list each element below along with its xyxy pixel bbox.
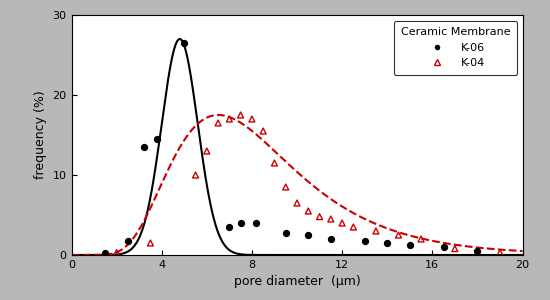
Point — [304, 232, 312, 237]
Point — [213, 121, 222, 125]
Point — [191, 172, 200, 177]
Y-axis label: frequency (%): frequency (%) — [34, 91, 47, 179]
Point — [304, 208, 312, 213]
Point — [417, 237, 426, 242]
Point — [405, 242, 414, 247]
Point — [282, 184, 290, 189]
Point — [372, 229, 381, 233]
Point — [496, 250, 504, 255]
Point — [349, 225, 358, 230]
Point — [153, 136, 162, 141]
Point — [112, 250, 121, 255]
Point — [236, 220, 245, 225]
Point — [338, 220, 346, 225]
Point — [146, 241, 155, 245]
Point — [236, 112, 245, 117]
Point — [293, 201, 301, 206]
Point — [270, 160, 279, 165]
Point — [180, 40, 189, 45]
Point — [248, 117, 256, 122]
Point — [473, 249, 482, 254]
Point — [225, 117, 234, 122]
Point — [282, 230, 290, 235]
Point — [259, 129, 268, 134]
Point — [326, 237, 335, 242]
Point — [326, 217, 335, 221]
Point — [450, 246, 459, 251]
Point — [139, 145, 148, 149]
X-axis label: pore diameter  (μm): pore diameter (μm) — [234, 275, 360, 288]
Point — [123, 238, 133, 243]
Point — [439, 244, 448, 249]
Point — [360, 238, 369, 243]
Legend: K-06, K-04: K-06, K-04 — [394, 21, 517, 75]
Point — [202, 148, 211, 153]
Point — [101, 250, 110, 255]
Point — [394, 232, 403, 237]
Point — [315, 214, 324, 219]
Point — [383, 241, 392, 245]
Point — [252, 220, 261, 225]
Point — [225, 225, 234, 230]
